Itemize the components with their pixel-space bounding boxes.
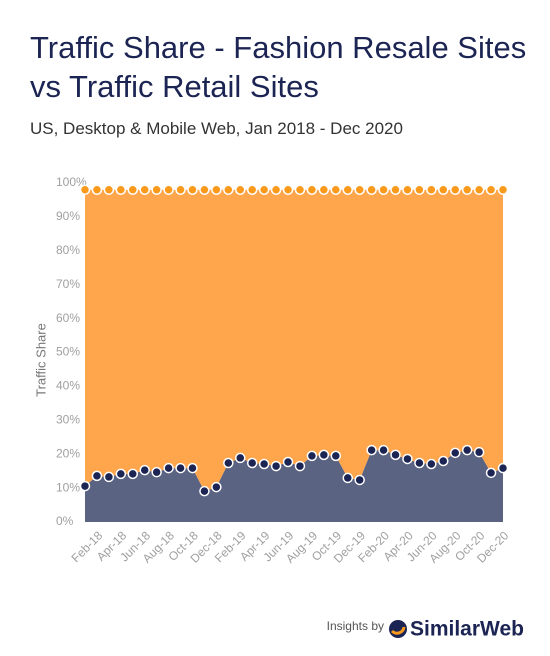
- point: [426, 184, 437, 196]
- point: [342, 472, 353, 484]
- point: [306, 450, 318, 462]
- point: [414, 184, 425, 196]
- point: [438, 455, 449, 467]
- point: [163, 462, 174, 474]
- y-tick-label: 100%: [56, 175, 87, 189]
- point: [461, 184, 473, 196]
- point: [211, 184, 222, 196]
- y-axis-label: Traffic Share: [33, 323, 48, 397]
- point: [473, 446, 485, 458]
- point: [235, 184, 246, 196]
- point: [175, 184, 186, 196]
- point: [115, 184, 127, 196]
- area: [85, 189, 503, 492]
- point: [163, 184, 174, 196]
- point: [103, 184, 115, 196]
- point: [139, 464, 150, 476]
- point: [187, 184, 198, 196]
- point: [461, 444, 473, 456]
- point: [103, 471, 115, 483]
- point: [354, 474, 365, 486]
- y-tick-label: 40%: [56, 379, 80, 393]
- point: [139, 184, 150, 196]
- point: [151, 466, 162, 478]
- point: [390, 449, 401, 461]
- point: [223, 184, 234, 196]
- point: [294, 184, 306, 196]
- point: [246, 184, 258, 196]
- point: [497, 462, 509, 474]
- point: [294, 460, 306, 472]
- point: [426, 458, 437, 470]
- chart-subtitle: US, Desktop & Mobile Web, Jan 2018 - Dec…: [30, 119, 403, 138]
- point: [354, 184, 365, 196]
- point: [449, 184, 461, 196]
- point: [473, 184, 485, 196]
- point: [390, 184, 401, 196]
- y-tick-label: 20%: [56, 446, 80, 460]
- point: [378, 444, 389, 456]
- brand-logo-arc: [390, 626, 406, 635]
- footer-brand: SimilarWeb: [410, 618, 524, 641]
- point: [79, 184, 91, 196]
- point: [270, 184, 282, 196]
- point: [211, 481, 222, 493]
- y-tick-label: 60%: [56, 311, 80, 325]
- point: [187, 462, 198, 474]
- y-tick-label: 70%: [56, 277, 80, 291]
- point: [151, 184, 162, 196]
- point: [378, 184, 389, 196]
- point: [485, 467, 497, 479]
- point: [175, 462, 186, 474]
- point: [79, 480, 91, 492]
- point: [223, 457, 234, 469]
- y-tick-label: 50%: [56, 345, 80, 359]
- y-tick-label: 30%: [56, 412, 80, 426]
- y-tick-label: 0%: [56, 514, 74, 528]
- y-tick-label: 80%: [56, 243, 80, 257]
- footer-prefix: Insights by: [327, 619, 384, 633]
- point: [91, 184, 103, 196]
- point: [318, 184, 330, 196]
- point: [402, 453, 413, 465]
- point: [246, 457, 258, 469]
- point: [318, 449, 330, 461]
- point: [258, 184, 270, 196]
- point: [270, 460, 282, 472]
- point: [438, 184, 449, 196]
- point: [402, 184, 413, 196]
- point: [127, 184, 139, 196]
- point: [282, 184, 294, 196]
- point: [91, 470, 103, 482]
- point: [485, 184, 497, 196]
- point: [497, 184, 509, 196]
- point: [449, 447, 461, 459]
- point: [306, 184, 318, 196]
- point: [342, 184, 353, 196]
- point: [115, 468, 127, 480]
- y-tick-label: 90%: [56, 209, 80, 223]
- point: [330, 184, 342, 196]
- point: [258, 458, 270, 470]
- point: [282, 456, 294, 468]
- point: [199, 485, 210, 497]
- point: [366, 444, 377, 456]
- point: [366, 184, 377, 196]
- point: [127, 468, 139, 480]
- point: [235, 452, 246, 464]
- y-tick-label: 10%: [56, 480, 80, 494]
- chart-title: Traffic Share - Fashion Resale Sites vs …: [30, 30, 527, 104]
- point: [330, 450, 342, 462]
- point: [414, 457, 425, 469]
- point: [199, 184, 210, 196]
